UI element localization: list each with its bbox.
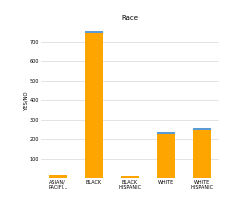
Bar	[49, 176, 67, 178]
Bar	[120, 176, 138, 178]
Bar	[192, 128, 210, 130]
Y-axis label: YES/NO: YES/NO	[23, 91, 28, 110]
Bar	[192, 130, 210, 178]
Bar	[85, 31, 102, 33]
Bar	[156, 132, 174, 134]
Title: Race: Race	[121, 14, 138, 21]
Bar	[85, 33, 102, 178]
Bar	[156, 134, 174, 178]
